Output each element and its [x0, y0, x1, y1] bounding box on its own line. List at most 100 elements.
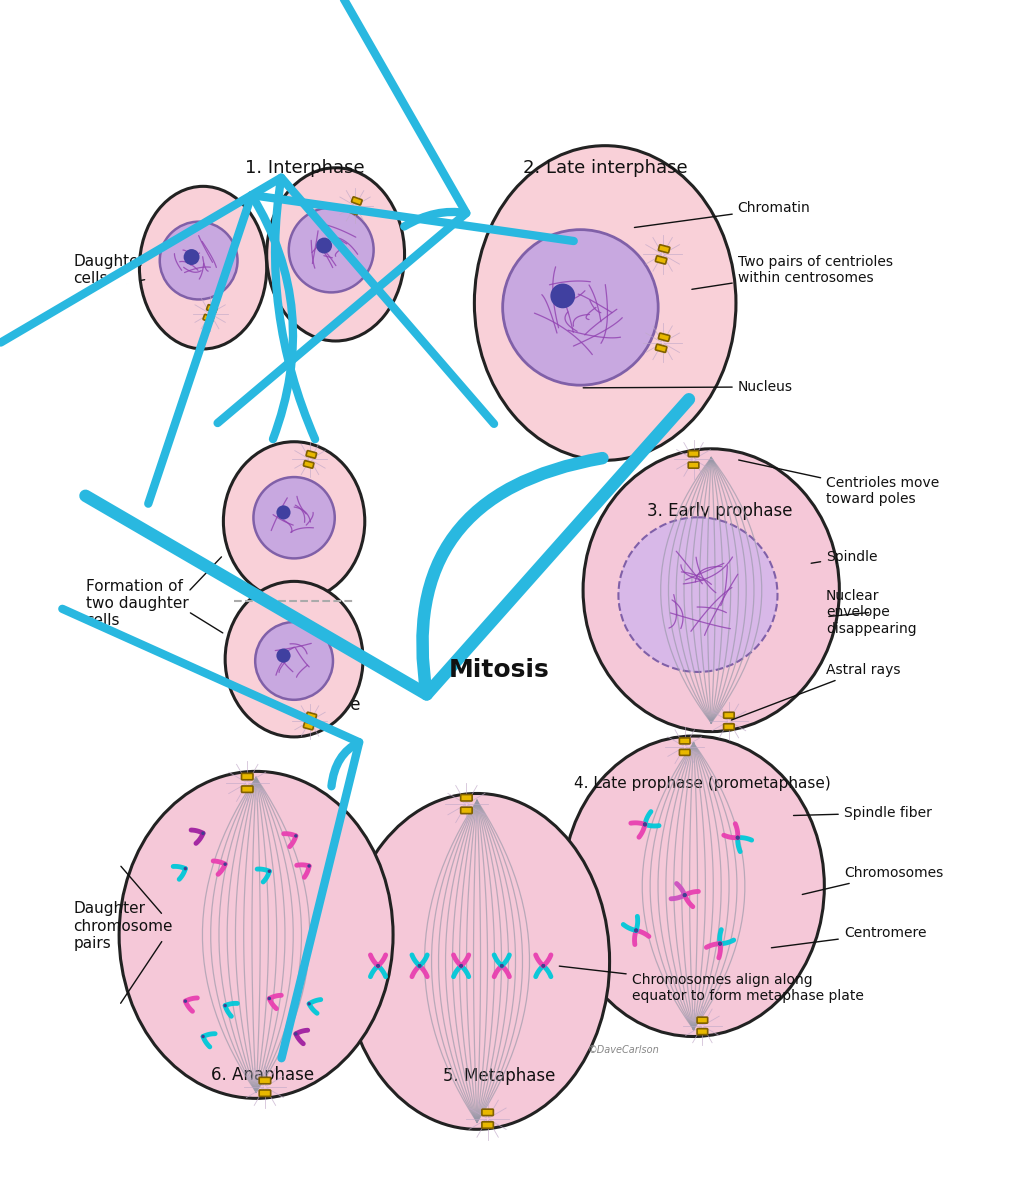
FancyBboxPatch shape: [655, 256, 667, 264]
Circle shape: [551, 283, 575, 308]
Ellipse shape: [503, 229, 658, 385]
Ellipse shape: [256, 622, 333, 700]
Circle shape: [183, 1000, 187, 1003]
Circle shape: [224, 863, 227, 866]
Ellipse shape: [254, 478, 334, 558]
FancyBboxPatch shape: [679, 738, 690, 744]
Text: Two pairs of centrioles
within centrosomes: Two pairs of centrioles within centrosom…: [691, 256, 893, 289]
Text: 7. Telophase: 7. Telophase: [258, 696, 361, 714]
Text: Mitosis: Mitosis: [449, 658, 550, 682]
Circle shape: [500, 964, 504, 967]
Circle shape: [718, 942, 722, 946]
FancyBboxPatch shape: [688, 462, 699, 468]
FancyBboxPatch shape: [303, 461, 314, 468]
Text: 3. Early prophase: 3. Early prophase: [647, 502, 793, 520]
Circle shape: [202, 1034, 205, 1038]
FancyBboxPatch shape: [658, 245, 670, 253]
Ellipse shape: [289, 208, 374, 293]
FancyBboxPatch shape: [259, 1078, 271, 1084]
FancyBboxPatch shape: [203, 314, 213, 323]
FancyBboxPatch shape: [461, 808, 472, 814]
Ellipse shape: [563, 736, 824, 1037]
Circle shape: [541, 964, 545, 967]
Text: Daughter
cells: Daughter cells: [73, 254, 145, 287]
Text: 6. Anaphase: 6. Anaphase: [211, 1066, 314, 1084]
Text: ©DaveCarlson: ©DaveCarlson: [588, 1045, 659, 1055]
FancyBboxPatch shape: [461, 794, 472, 800]
Ellipse shape: [119, 772, 393, 1098]
Circle shape: [268, 997, 271, 1001]
FancyBboxPatch shape: [482, 1122, 494, 1128]
Ellipse shape: [224, 442, 364, 601]
Ellipse shape: [159, 222, 237, 300]
Circle shape: [418, 964, 421, 967]
Circle shape: [183, 866, 187, 870]
Circle shape: [202, 832, 205, 835]
Text: Daughter
chromosome
pairs: Daughter chromosome pairs: [73, 901, 173, 950]
Circle shape: [683, 893, 686, 898]
Text: Centrioles move
toward poles: Centrioles move toward poles: [739, 460, 940, 506]
Circle shape: [736, 835, 740, 840]
Circle shape: [307, 1002, 310, 1006]
Ellipse shape: [583, 449, 839, 732]
Ellipse shape: [619, 517, 777, 672]
FancyBboxPatch shape: [306, 451, 317, 458]
Circle shape: [224, 1004, 227, 1007]
Text: 4. Late prophase (prometaphase): 4. Late prophase (prometaphase): [574, 775, 831, 791]
Circle shape: [683, 893, 686, 898]
Circle shape: [376, 964, 380, 967]
FancyBboxPatch shape: [352, 197, 362, 205]
Text: 1. Interphase: 1. Interphase: [245, 158, 364, 176]
FancyBboxPatch shape: [482, 1109, 494, 1116]
Circle shape: [276, 648, 291, 662]
Text: 5. Metaphase: 5. Metaphase: [443, 1068, 556, 1086]
Text: Spindle fiber: Spindle fiber: [794, 806, 932, 820]
FancyBboxPatch shape: [723, 724, 734, 730]
Circle shape: [294, 1032, 298, 1036]
Text: 2. Late interphase: 2. Late interphase: [523, 158, 687, 176]
FancyBboxPatch shape: [241, 786, 253, 792]
Ellipse shape: [474, 145, 736, 461]
Text: Astral rays: Astral rays: [732, 662, 900, 720]
FancyBboxPatch shape: [655, 344, 667, 353]
FancyBboxPatch shape: [688, 451, 699, 457]
Circle shape: [643, 822, 647, 827]
Text: Chromosomes align along
equator to form metaphase plate: Chromosomes align along equator to form …: [559, 966, 863, 1003]
FancyBboxPatch shape: [259, 1090, 271, 1097]
Circle shape: [268, 870, 271, 872]
Text: Formation of
two daughter
cells: Formation of two daughter cells: [86, 578, 188, 629]
Ellipse shape: [267, 168, 405, 341]
FancyBboxPatch shape: [303, 722, 314, 730]
FancyBboxPatch shape: [679, 749, 690, 755]
FancyBboxPatch shape: [698, 1028, 708, 1034]
Circle shape: [307, 864, 310, 868]
FancyBboxPatch shape: [306, 713, 317, 720]
Ellipse shape: [226, 581, 363, 737]
Circle shape: [718, 942, 722, 946]
Ellipse shape: [345, 793, 610, 1129]
Text: Nucleus: Nucleus: [583, 380, 793, 394]
Ellipse shape: [140, 186, 267, 349]
Text: Spindle: Spindle: [811, 550, 878, 564]
Circle shape: [460, 964, 463, 967]
Circle shape: [418, 964, 421, 967]
Circle shape: [316, 238, 332, 253]
Circle shape: [276, 505, 291, 520]
Text: Chromosomes: Chromosomes: [802, 866, 943, 894]
FancyBboxPatch shape: [348, 206, 358, 215]
FancyBboxPatch shape: [241, 773, 253, 780]
Circle shape: [643, 822, 647, 827]
Text: Nuclear
envelope
disappearing: Nuclear envelope disappearing: [826, 589, 917, 636]
Circle shape: [634, 929, 639, 932]
FancyBboxPatch shape: [207, 305, 217, 313]
Circle shape: [183, 250, 200, 265]
FancyBboxPatch shape: [698, 1018, 708, 1024]
Circle shape: [500, 964, 504, 967]
Circle shape: [634, 929, 639, 932]
Circle shape: [736, 835, 740, 840]
Circle shape: [541, 964, 545, 967]
Text: Chromatin: Chromatin: [634, 202, 810, 228]
Text: Centromere: Centromere: [771, 926, 926, 948]
Circle shape: [460, 964, 463, 967]
Circle shape: [294, 834, 298, 838]
